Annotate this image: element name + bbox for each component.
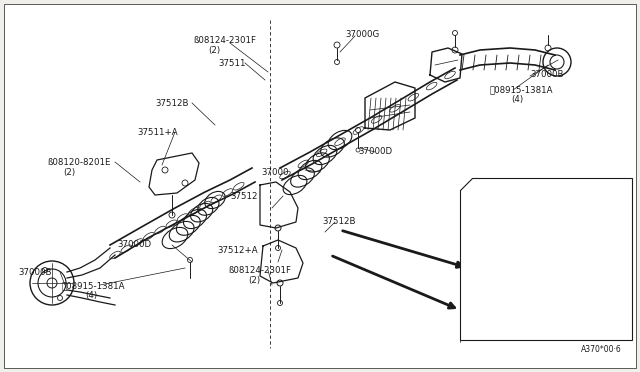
Text: 37512: 37512 — [230, 192, 258, 201]
Text: 37000D: 37000D — [358, 147, 392, 156]
Text: Ⓧ08915-1381A: Ⓧ08915-1381A — [490, 85, 554, 94]
Text: 37000: 37000 — [262, 168, 289, 177]
Text: 37511+A: 37511+A — [137, 128, 178, 137]
Text: 37511: 37511 — [218, 59, 246, 68]
Polygon shape — [460, 178, 632, 340]
Text: (2): (2) — [63, 168, 75, 177]
Text: Ⓧ08915-1381A: Ⓧ08915-1381A — [62, 281, 125, 290]
Text: 37000B: 37000B — [18, 268, 51, 277]
Text: (2): (2) — [248, 276, 260, 285]
Text: ß08124-2301F: ß08124-2301F — [228, 266, 291, 275]
Text: (2): (2) — [208, 46, 220, 55]
Text: ß08124-2301F: ß08124-2301F — [193, 36, 256, 45]
Text: 37000G: 37000G — [345, 30, 380, 39]
Text: (4): (4) — [511, 95, 523, 104]
Text: 37512+A: 37512+A — [218, 246, 258, 255]
Text: 37512B: 37512B — [155, 99, 189, 108]
Text: 37000D: 37000D — [118, 240, 152, 249]
Text: 37521K: 37521K — [510, 185, 545, 194]
Text: ß08120-8201E: ß08120-8201E — [47, 158, 111, 167]
Text: 37512B: 37512B — [322, 217, 355, 226]
Text: 37000B: 37000B — [530, 70, 563, 79]
Text: (4): (4) — [85, 291, 97, 300]
Text: A370*00·6: A370*00·6 — [581, 345, 622, 354]
